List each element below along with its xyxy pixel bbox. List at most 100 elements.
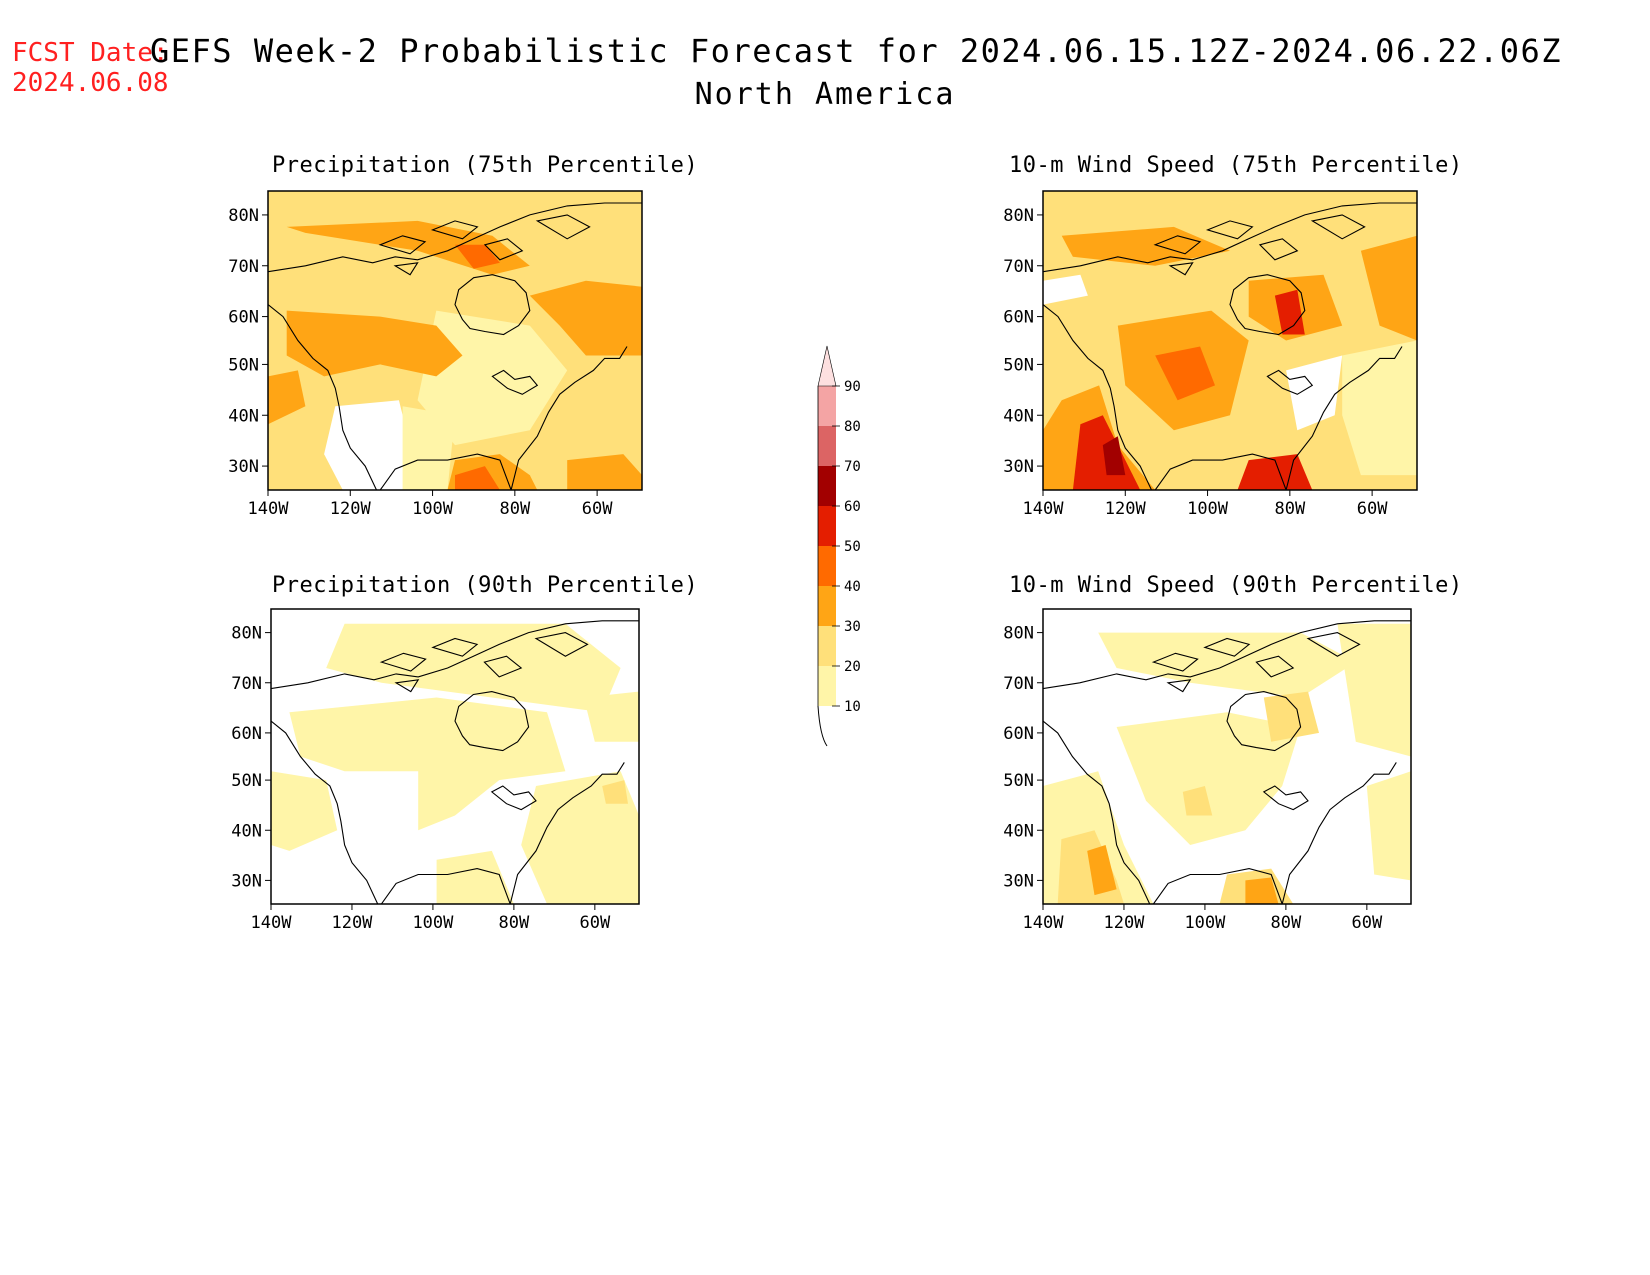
probability-region [417, 310, 568, 446]
lon-label: 100W [1187, 499, 1229, 519]
arctic-island-outline [1168, 262, 1194, 276]
colorbar-segment [818, 386, 836, 426]
map-frame [1042, 608, 1412, 905]
panel-title-precip-90: Precipitation (90th Percentile) [272, 573, 699, 598]
arctic-island-outline [1306, 632, 1361, 657]
coastline [268, 304, 377, 490]
arctic-island-outline [379, 652, 427, 672]
probability-shading [1043, 609, 1411, 904]
lat-label: 40N [1003, 406, 1034, 426]
lat-label: 40N [228, 406, 259, 426]
hudson-bay-outline [454, 274, 531, 336]
fcst-date-caption: FCST Date: [12, 38, 169, 68]
probability-region [1087, 845, 1117, 896]
probability-shading [271, 609, 639, 904]
lat-label: 70N [231, 674, 262, 694]
colorbar-cap-top [817, 345, 837, 387]
lat-label: 60N [1003, 724, 1034, 744]
probability-region [402, 406, 455, 490]
fcst-date-value: 2024.06.08 [12, 68, 169, 98]
probability-region [1360, 235, 1417, 341]
probability-region [1366, 771, 1411, 881]
lat-label: 50N [1003, 355, 1034, 375]
probability-region [286, 310, 463, 377]
lat-label: 40N [1003, 821, 1034, 841]
lat-label: 70N [1003, 257, 1034, 277]
colorbar: 10 20 30 40 50 60 70 80 90 [817, 345, 861, 747]
lon-label: 80W [1274, 499, 1305, 519]
colorbar-segment [818, 626, 836, 666]
lat-label: 40N [231, 821, 262, 841]
coastline [1154, 453, 1287, 490]
colorbar-segment [818, 506, 836, 546]
forecast-date-label: FCST Date: 2024.06.08 [12, 38, 169, 98]
probability-region [583, 691, 639, 742]
lon-label: 140W [1023, 499, 1065, 519]
region-subtitle: North America [694, 77, 956, 112]
map-panel-wind-90: 80N 70N 60N 50N 40N 30N 140W 120W 100W 80W 60W [1003, 608, 1412, 933]
lon-label: 80W [499, 913, 530, 933]
lat-label: 50N [231, 771, 262, 791]
great-lakes-outline [491, 369, 539, 395]
lon-label: 120W [330, 499, 372, 519]
coastline [268, 202, 642, 273]
map-frame [267, 190, 643, 491]
lon-label: 120W [1105, 499, 1147, 519]
arctic-island-outline [430, 220, 479, 240]
hudson-bay-outline [1229, 274, 1306, 336]
lat-label: 80N [1003, 206, 1034, 226]
probability-region [1274, 289, 1305, 335]
coastline [509, 762, 625, 904]
coastlines [268, 202, 642, 490]
colorbar-label: 20 [844, 659, 861, 675]
coastline [1285, 346, 1403, 490]
probability-region [1337, 623, 1411, 757]
great-lakes-outline [1262, 785, 1309, 811]
colorbar-segment [818, 586, 836, 626]
hudson-bay-outline [454, 691, 530, 752]
lat-label: 30N [228, 457, 259, 477]
hudson-bay-outline [1226, 691, 1302, 752]
colorbar-label: 70 [844, 459, 861, 475]
lon-label: 140W [1023, 913, 1065, 933]
probability-region [289, 697, 566, 831]
arctic-island-outline [1310, 214, 1366, 240]
probability-region [271, 771, 338, 851]
lon-label: 140W [251, 913, 293, 933]
lat-label: 50N [1003, 771, 1034, 791]
arctic-island-outline [378, 235, 427, 255]
panel-title-wind-90: 10-m Wind Speed (90th Percentile) [1009, 573, 1463, 598]
map-panel-precip-90: 80N 70N 60N 50N 40N 30N 140W 120W 100W 80W 60W [231, 608, 640, 933]
probability-region [1155, 346, 1215, 401]
probability-region [521, 771, 639, 904]
arctic-island-outline [1258, 238, 1299, 261]
arctic-island-outline [535, 214, 591, 240]
arctic-island-outline [1151, 652, 1199, 672]
lon-label: 140W [248, 499, 290, 519]
colorbar-segment [818, 666, 836, 706]
colorbar-segment [818, 426, 836, 466]
great-lakes-outline [490, 785, 537, 811]
lat-label: 30N [231, 871, 262, 891]
coastline [379, 453, 512, 490]
panel-title-precip-75: Precipitation (75th Percentile) [272, 153, 699, 178]
lon-label: 60W [1357, 499, 1388, 519]
map-frame [1042, 190, 1418, 491]
coastline [1281, 762, 1397, 904]
probability-region [529, 280, 642, 356]
colorbar-label: 40 [844, 579, 861, 595]
map-panel-wind-75: 80N 70N 60N 50N 40N 30N 140W 120W 100W 80W 60W [1003, 190, 1418, 519]
arctic-island-outline [1153, 235, 1202, 255]
probability-region [1061, 226, 1230, 266]
lon-label: 60W [582, 499, 613, 519]
arctic-island-outline [1205, 220, 1254, 240]
lon-label: 100W [412, 913, 454, 933]
lat-label: 50N [228, 355, 259, 375]
arctic-island-outline [534, 632, 589, 657]
arctic-island-outline [1255, 655, 1295, 678]
coastline [1043, 620, 1411, 690]
lat-label: 70N [1003, 674, 1034, 694]
lon-label: 80W [1271, 913, 1302, 933]
coastlines [271, 620, 639, 904]
panel-title-wind-75: 10-m Wind Speed (75th Percentile) [1009, 153, 1463, 178]
